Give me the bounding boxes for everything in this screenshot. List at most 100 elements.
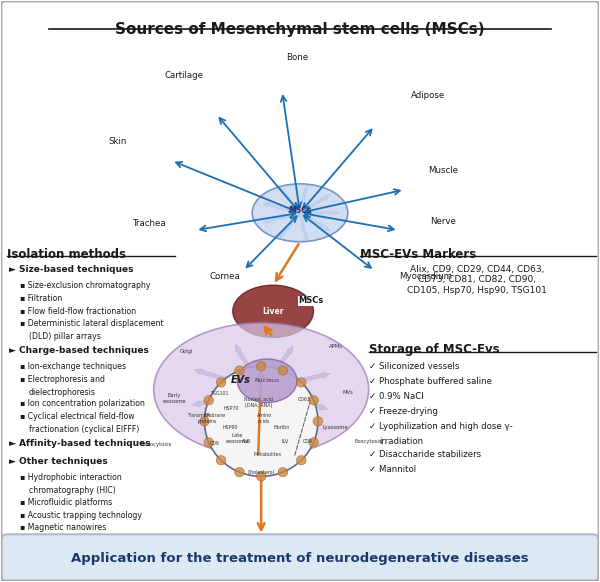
Circle shape [313, 417, 323, 426]
Text: ✓ Lyophilization and high dose γ-: ✓ Lyophilization and high dose γ- [368, 422, 512, 431]
Text: Storage of MSC-Evs: Storage of MSC-Evs [368, 343, 499, 356]
Circle shape [278, 366, 287, 375]
Text: Late
exosome: Late exosome [226, 434, 249, 444]
Circle shape [309, 438, 319, 447]
Text: Myocardium: Myocardium [399, 272, 452, 281]
FancyArrow shape [280, 188, 301, 214]
FancyArrow shape [261, 372, 330, 391]
Text: Amino
acids: Amino acids [257, 413, 272, 424]
Text: Liver: Liver [262, 307, 284, 316]
Text: Cholesterol: Cholesterol [248, 470, 275, 475]
Text: CD9: CD9 [303, 439, 313, 444]
FancyArrow shape [229, 388, 263, 432]
Text: Nucleus: Nucleus [254, 378, 280, 384]
Text: Metabolites: Metabolites [253, 452, 281, 457]
Text: TSG101: TSG101 [211, 391, 230, 396]
Circle shape [204, 438, 214, 447]
Text: MSC-EVs Markers: MSC-EVs Markers [360, 247, 476, 261]
Text: ▪ Flow field-flow fractionation: ▪ Flow field-flow fractionation [20, 307, 137, 315]
Text: ▪ Magnetic nanowires: ▪ Magnetic nanowires [20, 523, 107, 533]
Circle shape [296, 456, 306, 465]
Text: ▪ Microfluidic platforms: ▪ Microfluidic platforms [20, 498, 113, 507]
Text: ✓ Phosphate buffered saline: ✓ Phosphate buffered saline [368, 377, 491, 386]
Ellipse shape [233, 285, 313, 338]
FancyArrow shape [263, 212, 301, 223]
Circle shape [278, 467, 287, 477]
Text: Application for the treatment of neurodegenerative diseases: Application for the treatment of neurode… [71, 552, 529, 565]
FancyArrow shape [260, 346, 293, 391]
Text: EVs: EVs [230, 375, 250, 385]
Text: dielectrophoresis: dielectrophoresis [29, 388, 96, 397]
Text: Lysosome: Lysosome [323, 425, 349, 430]
Text: ✓ 0.9% NaCl: ✓ 0.9% NaCl [368, 392, 424, 401]
Text: Adipose: Adipose [411, 91, 446, 100]
FancyArrow shape [299, 212, 308, 242]
Circle shape [200, 417, 209, 426]
FancyArrow shape [300, 211, 339, 215]
Text: ✓ Disaccharide stabilizers: ✓ Disaccharide stabilizers [368, 450, 481, 459]
FancyArrow shape [260, 389, 287, 434]
Ellipse shape [252, 184, 348, 242]
Text: ALB: ALB [242, 439, 251, 444]
Text: Nerve: Nerve [430, 217, 456, 226]
Text: chromatography (HIC): chromatography (HIC) [29, 486, 116, 495]
FancyArrow shape [299, 212, 331, 231]
Text: ▪ Cyclical electrical field-flow: ▪ Cyclical electrical field-flow [20, 412, 135, 421]
Text: Exocytosis: Exocytosis [355, 439, 382, 444]
Ellipse shape [237, 359, 297, 403]
FancyArrow shape [299, 184, 308, 213]
Text: ✓ Freeze-drying: ✓ Freeze-drying [368, 407, 437, 416]
FancyArrow shape [280, 212, 301, 237]
Text: Sources of Mesenchymal stem cells (MSCs): Sources of Mesenchymal stem cells (MSCs) [115, 22, 485, 37]
Circle shape [216, 378, 226, 387]
Text: Cornea: Cornea [210, 272, 241, 281]
Text: Isolation methods: Isolation methods [7, 247, 127, 261]
FancyArrow shape [299, 195, 331, 214]
FancyBboxPatch shape [1, 534, 599, 582]
Text: Muscle: Muscle [428, 166, 458, 175]
Text: ▪ Hydrophobic interaction: ▪ Hydrophobic interaction [20, 473, 122, 482]
Text: ► Size-based techniques: ► Size-based techniques [8, 265, 133, 274]
Text: ▪ Ion-exchange techniques: ▪ Ion-exchange techniques [20, 362, 127, 371]
Circle shape [256, 361, 266, 371]
Text: ▪ Filtration: ▪ Filtration [20, 294, 63, 303]
FancyArrow shape [193, 388, 262, 406]
Text: HSP70: HSP70 [224, 406, 239, 411]
Text: Cartilage: Cartilage [164, 70, 203, 80]
Text: ► Affinity-based techniques: ► Affinity-based techniques [8, 439, 150, 448]
Text: ▪ Ion concentration polarization: ▪ Ion concentration polarization [20, 399, 145, 409]
Text: ✓ Siliconized vessels: ✓ Siliconized vessels [368, 361, 459, 371]
FancyArrow shape [195, 369, 262, 391]
Ellipse shape [154, 323, 368, 456]
Circle shape [296, 378, 306, 387]
Circle shape [235, 467, 244, 477]
Circle shape [235, 366, 244, 375]
Text: ▪ Acoustic trapping technology: ▪ Acoustic trapping technology [20, 510, 143, 520]
Circle shape [204, 396, 214, 405]
Text: irradiation: irradiation [379, 437, 424, 446]
Text: ER: ER [204, 413, 211, 418]
FancyArrow shape [235, 345, 263, 391]
Text: ▪ Size-exclusion chromatography: ▪ Size-exclusion chromatography [20, 281, 151, 290]
Text: MSCs: MSCs [298, 296, 323, 306]
Text: fractionation (cyclical EIFFF): fractionation (cyclical EIFFF) [29, 425, 139, 434]
Text: ILV: ILV [281, 439, 289, 444]
Text: Early
exosome: Early exosome [163, 393, 187, 403]
Text: Endocytosis: Endocytosis [141, 442, 172, 447]
Text: Skin: Skin [109, 137, 127, 146]
Text: Alix, CD9, CD29, CD44, CD63,
CD73, CD81, CD82, CD90,
CD105, Hsp70, Hsp90, TSG101: Alix, CD9, CD29, CD44, CD63, CD73, CD81,… [407, 265, 547, 294]
Text: Fibritin: Fibritin [274, 425, 290, 430]
Text: APMs: APMs [329, 343, 343, 349]
Text: ✓ Mannitol: ✓ Mannitol [368, 465, 416, 474]
Text: MSCs: MSCs [289, 206, 311, 215]
Circle shape [205, 366, 318, 476]
Text: Transmembrane
proteins: Transmembrane proteins [188, 413, 227, 424]
Text: (DLD) pillar arrays: (DLD) pillar arrays [29, 332, 101, 341]
Circle shape [309, 396, 319, 405]
Text: ▪ Deterministic lateral displacement: ▪ Deterministic lateral displacement [20, 320, 164, 328]
Circle shape [216, 456, 226, 465]
Text: ▪ Electrophoresis and: ▪ Electrophoresis and [20, 375, 106, 384]
FancyArrow shape [263, 203, 301, 214]
Text: Bone: Bone [286, 53, 308, 62]
Text: ► Charge-based techniques: ► Charge-based techniques [8, 346, 148, 355]
